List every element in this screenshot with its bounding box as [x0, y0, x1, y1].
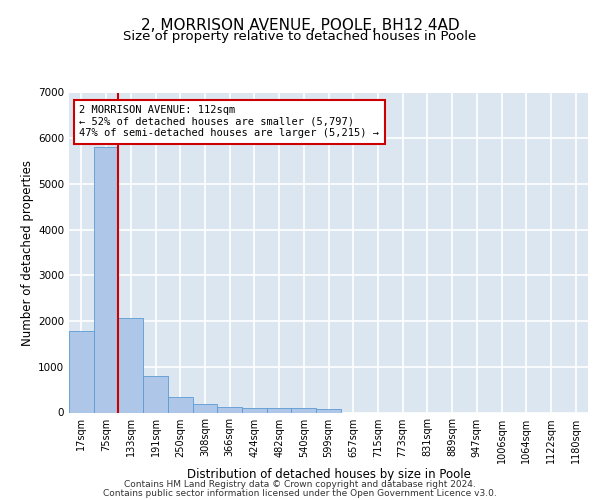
- Text: Contains public sector information licensed under the Open Government Licence v3: Contains public sector information licen…: [103, 488, 497, 498]
- Text: 2, MORRISON AVENUE, POOLE, BH12 4AD: 2, MORRISON AVENUE, POOLE, BH12 4AD: [140, 18, 460, 32]
- Bar: [316, 409, 341, 412]
- Bar: [168, 398, 193, 412]
- Bar: [94, 148, 118, 412]
- Bar: [118, 318, 143, 412]
- Text: Size of property relative to detached houses in Poole: Size of property relative to detached ho…: [124, 30, 476, 43]
- Bar: [69, 331, 94, 412]
- Bar: [143, 376, 168, 412]
- Text: 2 MORRISON AVENUE: 112sqm
← 52% of detached houses are smaller (5,797)
47% of se: 2 MORRISON AVENUE: 112sqm ← 52% of detac…: [79, 106, 379, 138]
- Bar: [193, 404, 217, 412]
- Bar: [217, 407, 242, 412]
- Bar: [292, 408, 316, 412]
- Bar: [242, 408, 267, 412]
- X-axis label: Distribution of detached houses by size in Poole: Distribution of detached houses by size …: [187, 468, 470, 481]
- Text: Contains HM Land Registry data © Crown copyright and database right 2024.: Contains HM Land Registry data © Crown c…: [124, 480, 476, 489]
- Y-axis label: Number of detached properties: Number of detached properties: [21, 160, 34, 346]
- Bar: [267, 408, 292, 412]
